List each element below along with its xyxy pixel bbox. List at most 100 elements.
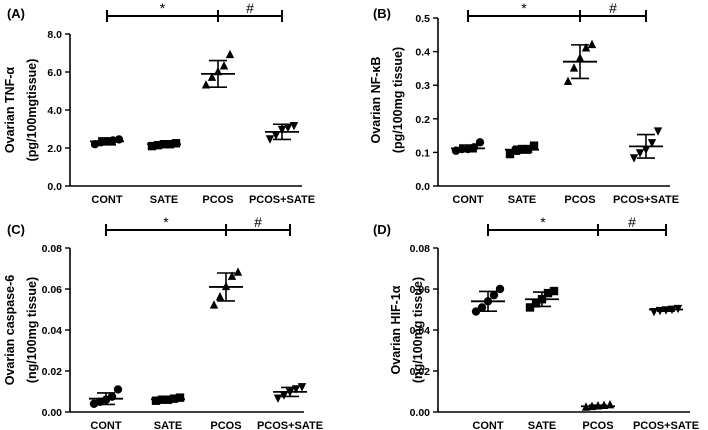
panel-a-y-tick-label: 8.0: [47, 29, 62, 41]
panel-d-label: (D): [373, 222, 391, 237]
panel-d-point: [495, 284, 505, 294]
panel-c-x-tick-label: PCOS+SATE: [257, 420, 323, 430]
panel-a-point: [271, 131, 281, 140]
panel-d-x-tick-label: PCOS: [582, 420, 613, 430]
panel-a-point: [225, 49, 235, 59]
panel-c-point: [233, 267, 243, 276]
panel-c-sig-label: *: [163, 214, 169, 230]
panel-d-point: [477, 303, 487, 312]
panel-a-point: [219, 61, 229, 70]
panel-d-y-tick-label: 0.00: [410, 407, 431, 419]
panel-b-sig-label: #: [609, 0, 617, 16]
panel-a-x-tick-label: PCOS+SATE: [249, 194, 315, 206]
panel-a-y-tick-label: 2.0: [47, 143, 62, 155]
panel-a-y-tick-label: 6.0: [47, 67, 62, 79]
panel-b-point: [587, 39, 597, 49]
panel-a-point: [207, 72, 217, 81]
panel-c-y-label: Ovarian caspase-6: [3, 275, 17, 386]
panel-b-point: [529, 141, 539, 150]
panel-b-x-tick-label: CONT: [452, 194, 483, 206]
panel-a-y-label-units: (pg/100mgtissue): [25, 59, 39, 162]
panel-b-y-tick-label: 0.2: [415, 114, 430, 126]
panel-d-point: [543, 288, 553, 298]
panel-b-x-tick-label: PCOS: [564, 194, 595, 206]
panel-d-y-label: Ovarian HIF-1α: [389, 285, 403, 374]
panel-d-point: [471, 307, 481, 316]
panel-c-y-tick-label: 0.06: [42, 284, 63, 296]
panel-c-point: [215, 292, 225, 301]
panel-c-y-tick-label: 0.02: [42, 366, 63, 378]
panel-c-sig-label: #: [254, 214, 262, 230]
panel-b-y-tick-label: 0.3: [415, 80, 430, 92]
panel-d-point: [531, 299, 541, 308]
panel-c-point: [297, 383, 307, 392]
panel-a-point: [283, 123, 293, 133]
panel-d-point: [525, 303, 535, 312]
panel-c-point: [227, 271, 237, 280]
panel-c-point: [209, 300, 219, 309]
panel-c-y-tick-label: 0.08: [42, 243, 63, 255]
panel-b-point: [647, 139, 657, 148]
panel-a-point: [147, 141, 157, 151]
panel-d-sig-label: #: [628, 214, 636, 230]
panel-b-point: [505, 149, 515, 159]
panel-a-y-label: Ovarian TNF-α: [3, 67, 17, 153]
panel-b-y-label: Ovarian NF-κB: [369, 57, 383, 144]
panel-b-point: [653, 127, 663, 136]
panel-a-sig-label: #: [246, 0, 254, 16]
panel-b-point: [511, 146, 521, 155]
panel-a-point: [114, 135, 124, 144]
panel-c-point: [151, 396, 161, 405]
panel-d-point: [605, 400, 615, 409]
panel-a-y-tick-label: 4.0: [47, 105, 62, 117]
panel-b-y-tick-label: 0.4: [415, 47, 430, 59]
panel-c-x-tick-label: PCOS: [210, 420, 241, 430]
panel-b-point: [569, 63, 579, 72]
panel-b-point: [563, 76, 573, 86]
panel-b-point: [635, 149, 645, 158]
panel-b-point: [581, 43, 591, 52]
panel-d-y-tick-label: 0.02: [410, 366, 431, 378]
panel-d-y-tick-label: 0.08: [410, 243, 431, 255]
panel-a-point: [289, 122, 299, 131]
panel-c-label: (C): [7, 222, 25, 237]
panel-d-y-tick-label: 0.06: [410, 284, 431, 296]
panel-b-point: [475, 138, 485, 147]
panel-c-point: [175, 393, 185, 402]
panel-d-sig-label: *: [540, 214, 546, 230]
panel-c-y-label-units: (ng/100mg tissue): [25, 277, 39, 383]
panel-c-point: [279, 391, 289, 400]
panel-d-y-tick-label: 0.04: [410, 325, 431, 337]
panel-c-point: [113, 385, 123, 394]
panel-b-x-tick-label: PCOS+SATE: [613, 194, 679, 206]
panel-b-y-tick-label: 0.5: [415, 13, 430, 25]
panel-b-y-label-units: (pg/100mg tissue): [391, 47, 405, 153]
panel-c-y-tick-label: 0.00: [42, 407, 63, 419]
panel-a-x-tick-label: CONT: [91, 194, 122, 206]
panel-c-x-tick-label: CONT: [90, 420, 121, 430]
panel-c-x-tick-label: SATE: [154, 420, 183, 430]
panel-d-point: [549, 286, 559, 296]
panel-a-point: [265, 135, 275, 144]
panel-d-x-tick-label: SATE: [528, 420, 557, 430]
panel-b-y-tick-label: 0.0: [415, 181, 430, 193]
panel-a-y-tick-label: 0.0: [47, 181, 62, 193]
panel-a-x-tick-label: SATE: [150, 194, 179, 206]
panel-d-x-tick-label: PCOS+SATE: [633, 420, 699, 430]
panel-b-point: [629, 154, 639, 163]
panel-a-x-tick-label: PCOS: [202, 194, 233, 206]
panel-b-sig-label: *: [521, 0, 527, 16]
panel-a-point: [153, 140, 163, 150]
panel-a-label: (A): [7, 6, 25, 21]
panel-d-x-tick-label: CONT: [472, 420, 503, 430]
panel-d-y-label-units: (ng/100mg tissue): [411, 277, 425, 383]
panel-a-point: [201, 80, 211, 89]
panel-b-x-tick-label: SATE: [508, 194, 537, 206]
panel-a-sig-label: *: [160, 0, 166, 16]
panel-a-point: [171, 139, 181, 148]
panel-b-label: (B): [373, 6, 391, 21]
panel-c-y-tick-label: 0.04: [42, 325, 63, 337]
panel-b-y-tick-label: 0.1: [415, 147, 430, 159]
panel-d-point: [489, 290, 499, 300]
